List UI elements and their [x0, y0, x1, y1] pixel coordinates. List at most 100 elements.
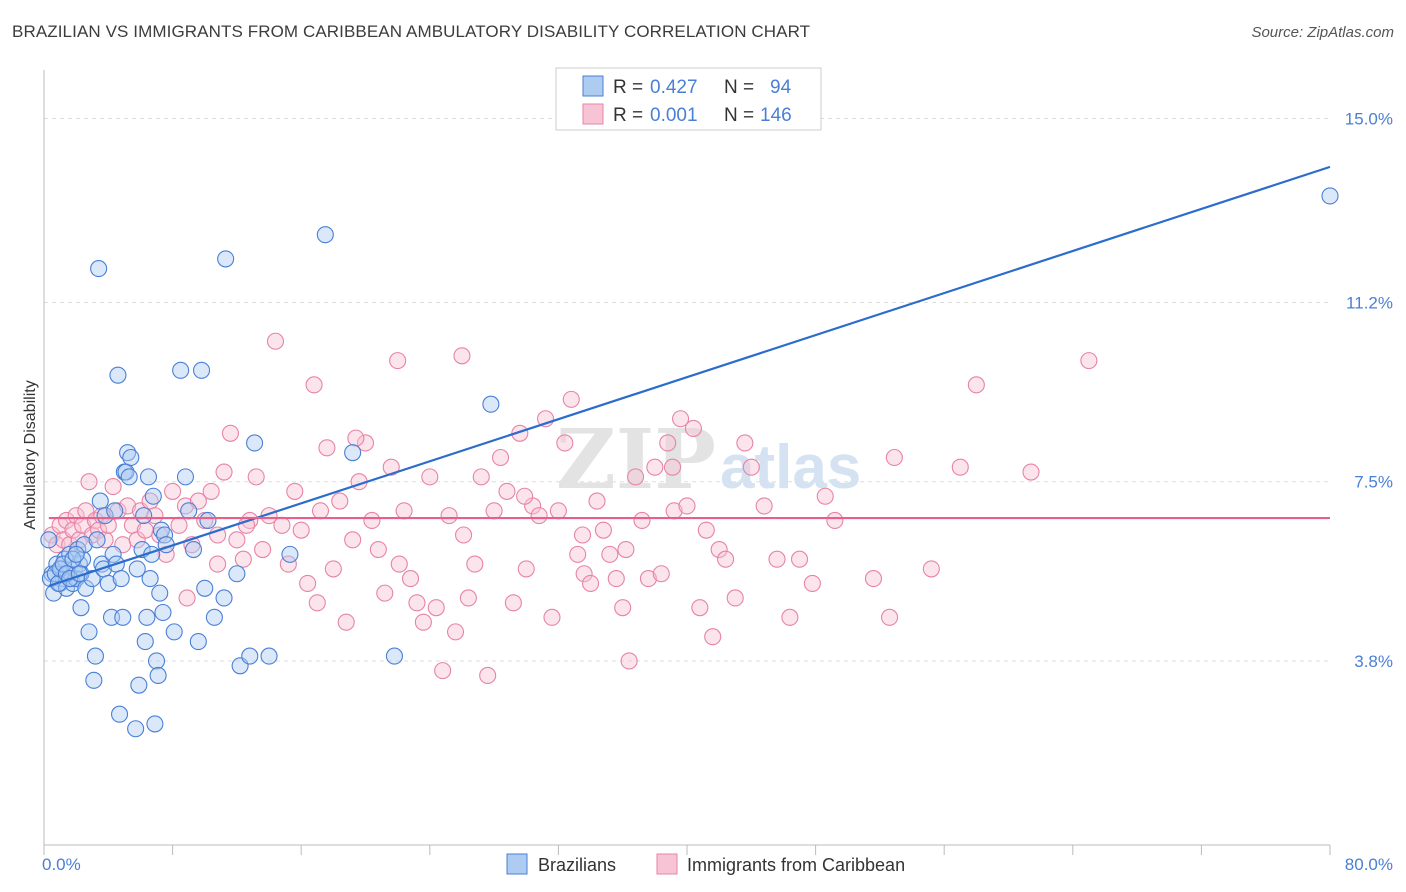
caribbean-point-92 — [562, 390, 580, 408]
legend-stats: R = 0.427 N = 94 R = 0.001 N = 146 — [555, 67, 822, 131]
caribbean-point-135 — [178, 589, 196, 607]
caribbean-point-79 — [479, 666, 497, 685]
caribbean-point-82 — [498, 482, 516, 500]
caribbean-point-94 — [575, 565, 593, 583]
legend-bottom-swatch-brazilians — [506, 853, 528, 875]
brazilians-point-83 — [205, 608, 223, 626]
caribbean-point-116 — [717, 550, 735, 568]
brazilians-point-52 — [119, 444, 137, 462]
brazilians-point-94 — [385, 647, 403, 665]
caribbean-point-125 — [816, 487, 834, 505]
caribbean-point-144 — [617, 540, 635, 559]
caribbean-point-115 — [710, 540, 728, 559]
caribbean-point-51 — [299, 574, 317, 592]
legend-n-label-1: N = — [724, 77, 754, 98]
caribbean-point-104 — [639, 570, 657, 588]
caribbean-point-130 — [922, 560, 940, 578]
caribbean-point-98 — [601, 545, 619, 563]
caribbean-point-47 — [273, 516, 291, 534]
y-tick-label-1: 7.5% — [1354, 473, 1393, 492]
caribbean-point-55 — [324, 560, 342, 578]
caribbean-point-101 — [620, 652, 638, 670]
legend-swatch-caribbean — [582, 103, 604, 125]
caribbean-point-111 — [684, 419, 702, 437]
caribbean-point-36 — [202, 482, 220, 500]
caribbean-point-62 — [369, 540, 387, 559]
legend-r-value-1: 0.427 — [650, 77, 698, 98]
caribbean-point-132 — [967, 376, 985, 394]
caribbean-point-121 — [768, 550, 786, 568]
brazilians-point-81 — [196, 579, 214, 597]
brazilians-point-67 — [147, 652, 166, 670]
brazilians-point-44 — [106, 502, 124, 520]
brazilians-point-61 — [138, 608, 156, 626]
caribbean-point-118 — [736, 434, 754, 452]
caribbean-point-78 — [472, 468, 490, 486]
legend-swatch-brazilians — [582, 75, 604, 97]
caribbean-point-68 — [408, 594, 426, 612]
caribbean-point-70 — [421, 468, 439, 486]
legend-r-label-1: R = — [613, 77, 643, 98]
brazilians-point-40 — [96, 507, 114, 525]
brazilians-point-91 — [281, 545, 299, 563]
caribbean-point-112 — [691, 599, 709, 617]
caribbean-point-119 — [742, 458, 760, 476]
brazilians-point-97 — [90, 260, 108, 278]
caribbean-point-69 — [414, 613, 432, 631]
caribbean-point-136 — [209, 555, 227, 573]
caribbean-point-89 — [543, 608, 561, 626]
caribbean-point-100 — [614, 599, 632, 617]
caribbean-point-63 — [376, 584, 394, 602]
caribbean-point-74 — [446, 623, 465, 641]
caribbean-point-41 — [234, 550, 252, 568]
caribbean-point-46 — [266, 332, 285, 350]
brazilians-point-54 — [122, 448, 140, 467]
brazilians-point-93 — [344, 444, 362, 462]
caribbean-point-11 — [80, 473, 98, 491]
caribbean-point-30 — [164, 482, 182, 500]
brazilians-point-90 — [260, 647, 278, 665]
y-axis-label: Ambulatory Disability — [22, 380, 39, 529]
brazilians-point-56 — [128, 560, 146, 578]
caribbean-point-138 — [308, 594, 326, 612]
brazilians-point-68 — [149, 666, 167, 685]
caribbean-point-77 — [466, 555, 484, 573]
caribbean-point-128 — [880, 608, 899, 626]
caribbean-point-127 — [864, 570, 883, 588]
trendline-brazilians — [48, 165, 1331, 587]
caribbean-point-40 — [228, 531, 246, 549]
brazilians-point-41 — [99, 574, 117, 592]
x-tick-label-1: 80.0% — [1345, 855, 1393, 874]
brazilians-point-86 — [228, 565, 246, 583]
caribbean-point-141 — [455, 526, 473, 544]
brazilians-point-63 — [141, 570, 159, 588]
brazilians-point-46 — [109, 366, 127, 384]
legend-n-label-2: N = — [724, 105, 754, 126]
caribbean-point-49 — [286, 482, 304, 500]
legend-series: Brazilians Immigrants from Caribbean — [506, 853, 905, 875]
caribbean-point-56 — [331, 492, 349, 510]
legend-bottom-label-brazilians: Brazilians — [538, 855, 616, 875]
brazilians-point-32 — [80, 623, 98, 641]
caribbean-point-109 — [672, 410, 690, 428]
caribbean-point-139 — [347, 429, 365, 447]
trendlines — [48, 165, 1331, 587]
caribbean-point-64 — [382, 458, 400, 476]
caribbean-point-113 — [697, 521, 715, 539]
caribbean-point-61 — [363, 511, 381, 530]
brazilians-point-88 — [241, 647, 259, 665]
legend-bottom-label-caribbean: Immigrants from Caribbean — [687, 855, 905, 875]
caribbean-point-4 — [57, 511, 76, 530]
caribbean-point-123 — [790, 550, 809, 568]
brazilians-point-76 — [176, 468, 195, 486]
caribbean-point-95 — [581, 574, 600, 592]
brazilians-point-59 — [135, 507, 153, 525]
brazilians-point-89 — [246, 434, 264, 452]
caribbean-point-114 — [704, 628, 722, 646]
caribbean-point-43 — [247, 468, 265, 486]
caribbean-point-93 — [569, 545, 587, 563]
caribbean-point-145 — [663, 458, 682, 476]
caribbean-point-87 — [530, 507, 548, 525]
caribbean-point-67 — [401, 570, 420, 588]
